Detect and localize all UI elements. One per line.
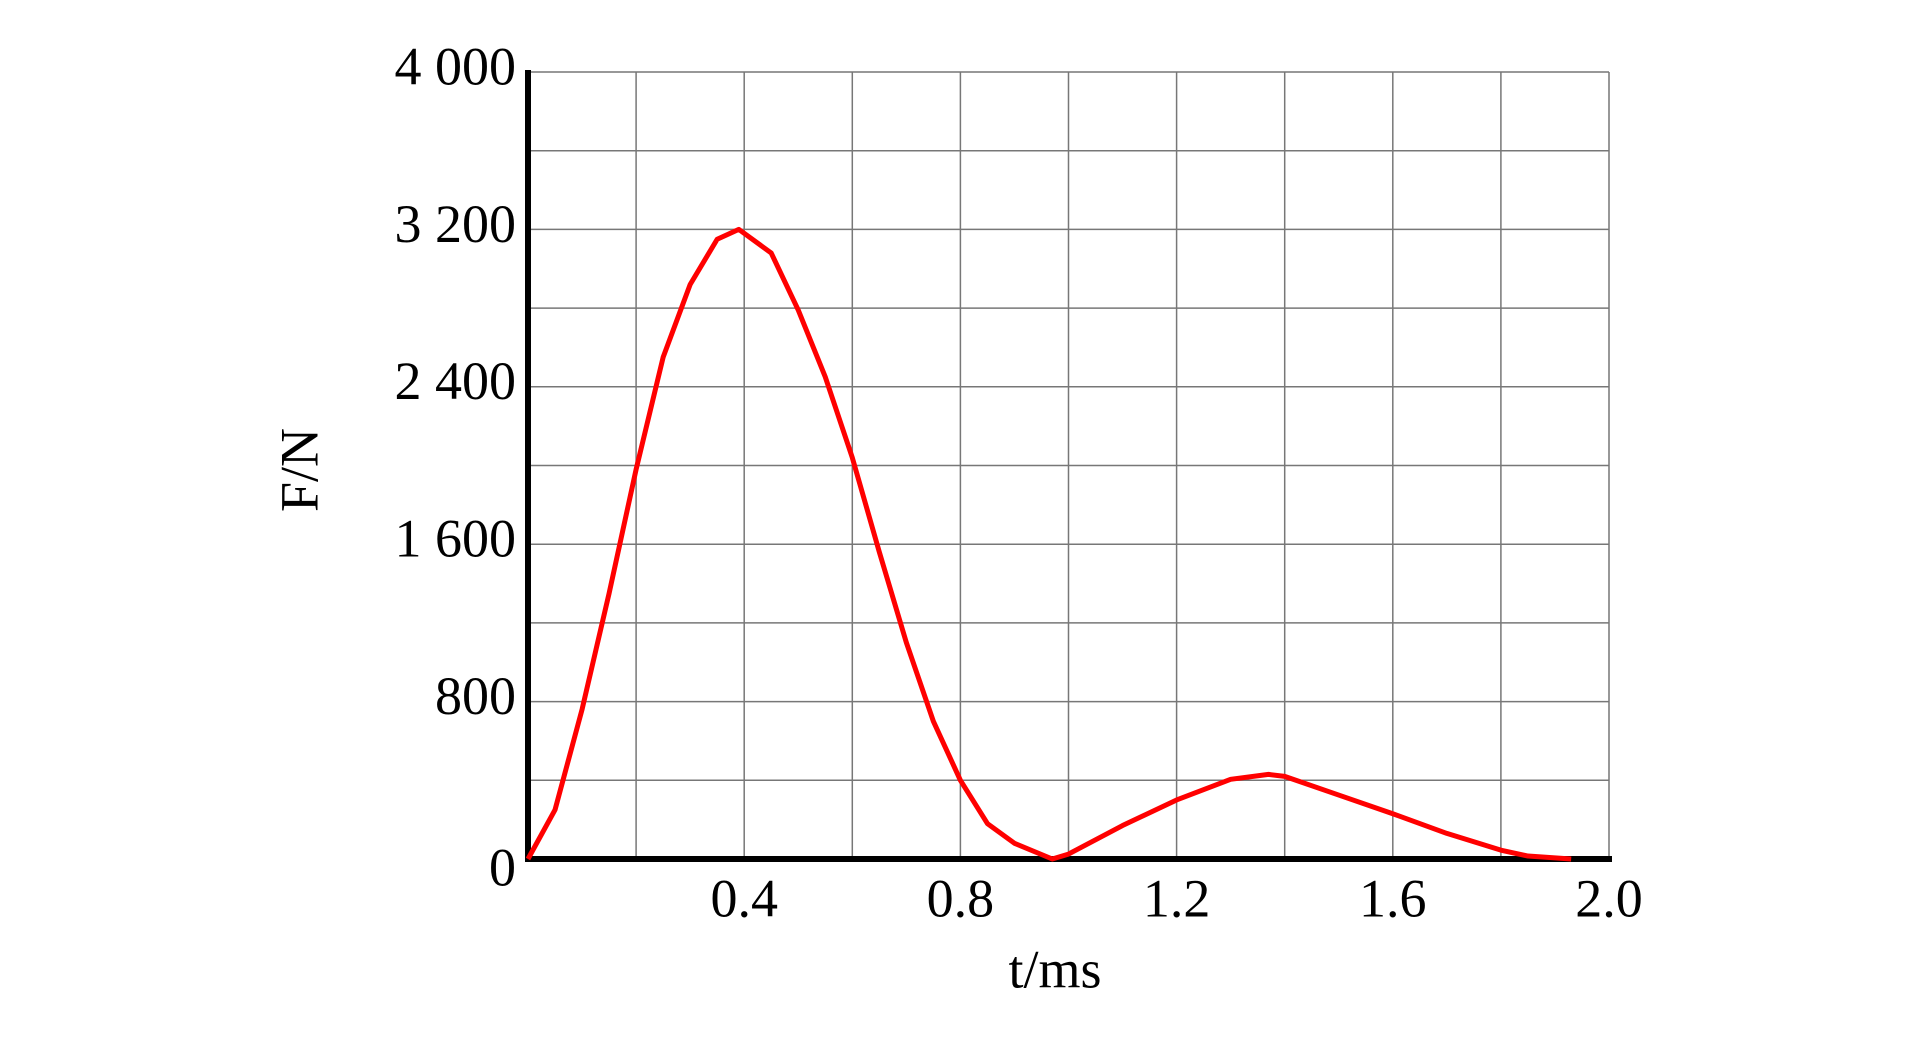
y-tick-label: 4 000 [395, 36, 517, 96]
line [525, 226, 1572, 862]
y-tick-label: 1 600 [395, 509, 517, 569]
x-axis-label: t/ms [1008, 939, 1101, 999]
x-tick-label: 1.2 [1143, 868, 1211, 928]
y-tick-label: 800 [435, 666, 516, 726]
y-tick-label: 0 [489, 837, 516, 897]
x-tick-label: 0.8 [927, 868, 995, 928]
y-tick-label: 3 200 [395, 194, 517, 254]
y-axis-label: F/N [269, 428, 329, 512]
y-tick-label: 2 400 [395, 351, 517, 411]
x-tick-label: 0.4 [710, 868, 778, 928]
x-tick-label: 2.0 [1575, 868, 1643, 928]
x-tick-label: 1.6 [1359, 868, 1427, 928]
